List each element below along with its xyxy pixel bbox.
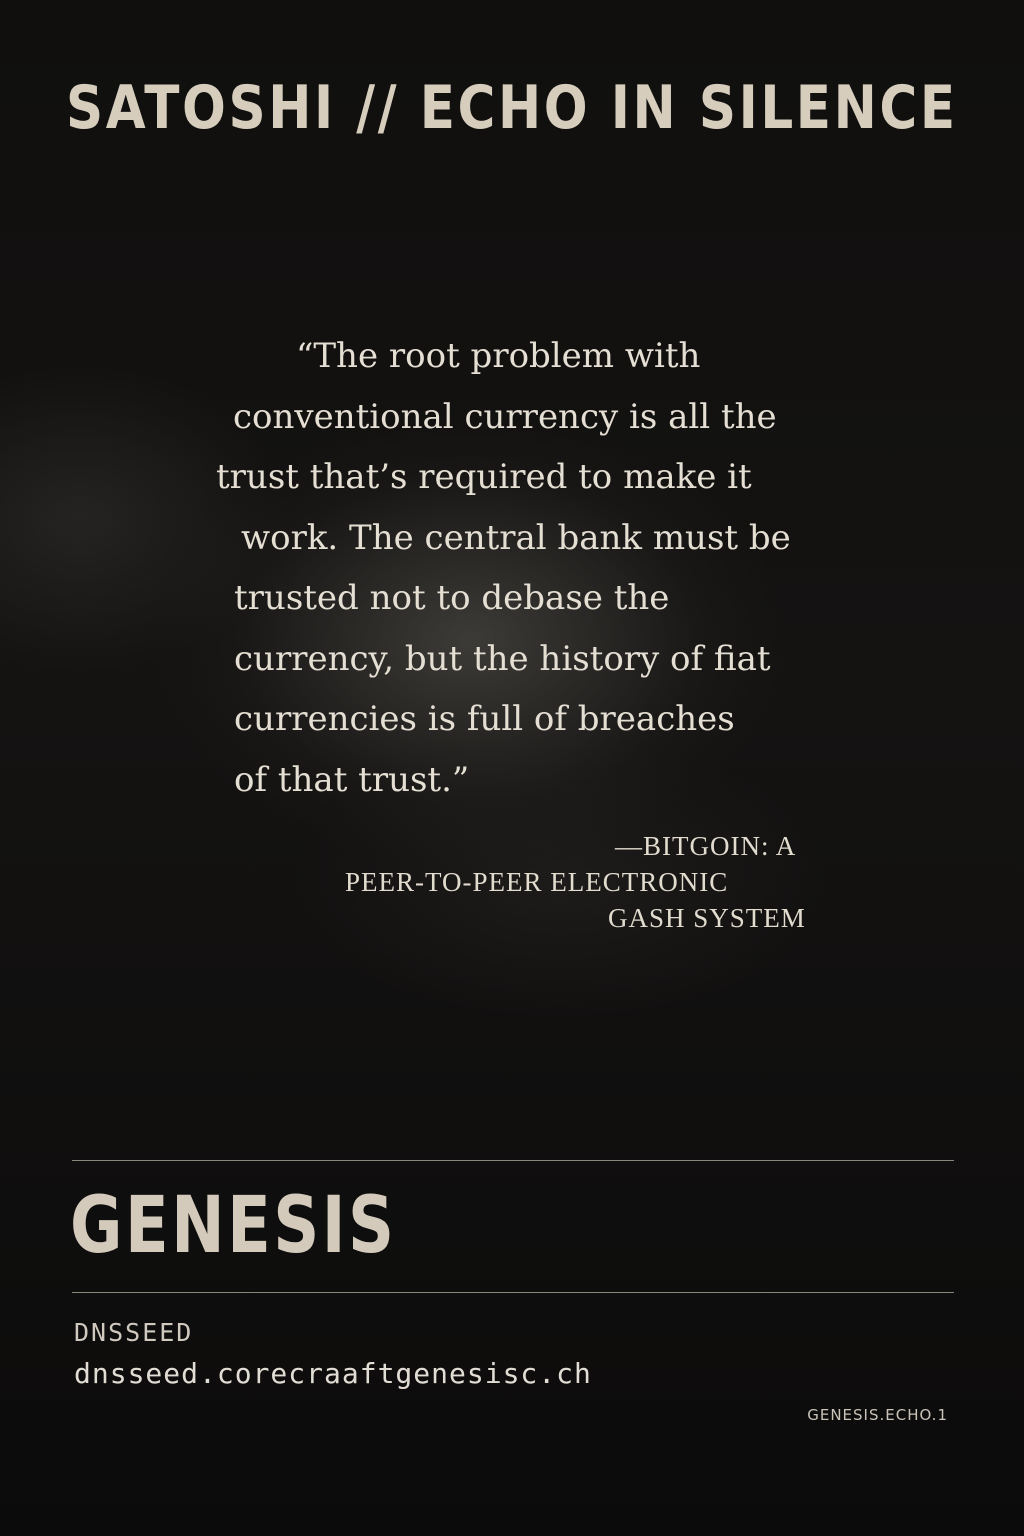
attribution-line: —BITGOIN: A	[615, 831, 797, 861]
divider-top	[72, 1160, 954, 1161]
quote-line: “The root problem with	[296, 336, 701, 376]
quote-line: work. The central bank must be	[241, 517, 791, 558]
quote-block: “The root problem with conventional curr…	[200, 326, 840, 810]
quote-attribution: —BITGOIN: A PEER-TO-PEER ELECTRONIC GASH…	[330, 828, 830, 936]
quote-line: currency, but the history of fiat	[234, 638, 771, 679]
quote-line: trusted not to debase the	[234, 578, 670, 618]
quote-line: trust that’s required to make it	[216, 457, 752, 497]
poster-title: SATOSHI // ECHO IN SILENCE	[66, 73, 958, 143]
divider-bottom	[72, 1292, 954, 1293]
section-title: GENESIS	[70, 1181, 397, 1271]
quote-line: currencies is full of breaches	[234, 699, 735, 739]
quote-line: conventional currency is all the	[233, 396, 777, 437]
attribution-line: GASH SYSTEM	[608, 903, 806, 933]
dnsseed-value: dnsseed.corecraaftgenesisc.ch	[74, 1357, 592, 1390]
quote-line: of that trust.”	[234, 759, 470, 800]
attribution-line: PEER-TO-PEER ELECTRONIC	[345, 867, 729, 897]
footer-code: GENESIS.ECHO.1	[807, 1406, 948, 1424]
dnsseed-label: DNSSEED	[74, 1318, 194, 1347]
